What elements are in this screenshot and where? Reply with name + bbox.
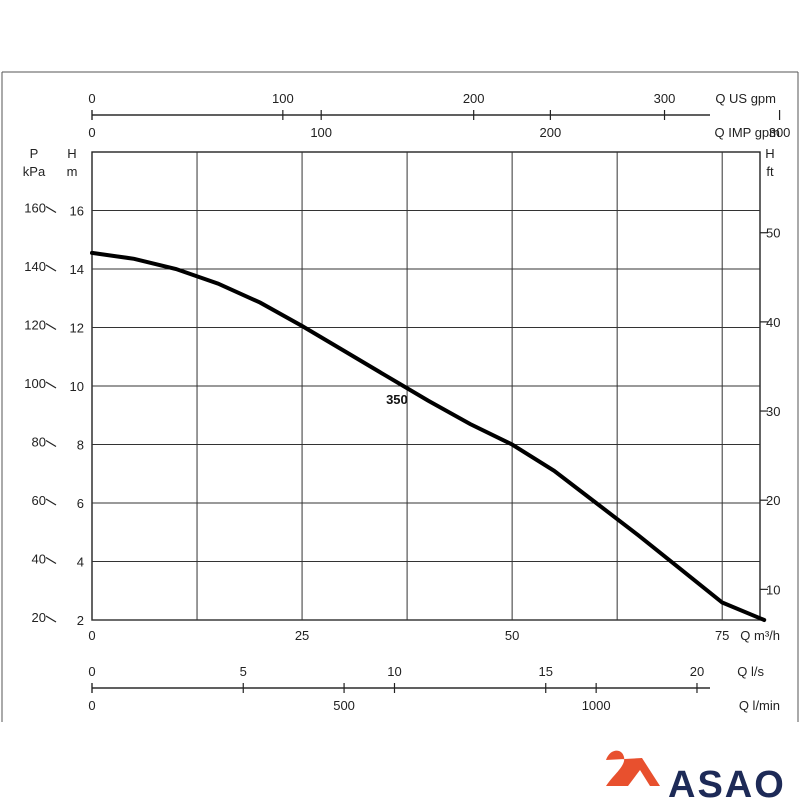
tick-mark-kpa xyxy=(45,264,57,272)
data-point xyxy=(679,568,681,570)
tick-label-h-m: 6 xyxy=(77,496,84,511)
chart-frame xyxy=(1,71,799,722)
tick-label-m3h: 0 xyxy=(88,628,95,643)
logo-mark-icon xyxy=(606,750,660,786)
tick-label-h-m: 4 xyxy=(77,555,84,570)
axis-imp-gpm-tick-label: 0 xyxy=(88,125,95,140)
axis-title-ft: ft xyxy=(766,164,774,179)
tick-label-ft: 10 xyxy=(766,582,780,597)
data-point xyxy=(217,282,219,285)
tick-mark-kpa xyxy=(45,615,57,623)
axis-title-m: m xyxy=(67,164,78,179)
tick-label-p-kpa: 80 xyxy=(32,435,46,450)
axis-l-per-s-unit: Q l/s xyxy=(737,664,764,679)
tick-mark-kpa xyxy=(45,381,57,389)
series-layer xyxy=(90,250,767,622)
tick-label-p-kpa: 40 xyxy=(32,552,46,567)
axis-us-gpm-tick-label: 100 xyxy=(272,91,294,106)
axes xyxy=(45,110,781,693)
tick-mark-kpa xyxy=(45,205,57,214)
tick-label-p-kpa: 120 xyxy=(24,318,46,333)
tick-label-ft: 40 xyxy=(766,315,780,330)
grid xyxy=(91,151,761,621)
brand-logo: ASAO xyxy=(606,750,786,800)
data-point xyxy=(175,268,177,270)
tick-label-h-m: 10 xyxy=(70,379,84,394)
tick-label-ft: 50 xyxy=(766,226,780,241)
tick-mark-kpa xyxy=(45,322,57,331)
axis-l-per-min-unit: Q l/min xyxy=(739,698,780,713)
tick-label-m3h: 75 xyxy=(715,628,729,643)
data-point xyxy=(637,534,639,536)
axis-us-gpm-tick-label: 0 xyxy=(88,91,95,106)
axis-l-per-s-tick-label: 20 xyxy=(690,664,704,679)
data-point xyxy=(553,470,555,472)
data-point xyxy=(427,399,429,402)
tick-label-m3h: 25 xyxy=(295,628,309,643)
axis-title-h-right: H xyxy=(765,146,774,161)
axis-us-gpm-unit: Q US gpm xyxy=(715,91,776,106)
tick-label-h-m: 12 xyxy=(70,321,84,336)
axis-l-per-s-tick-label: 5 xyxy=(240,664,247,679)
data-point xyxy=(469,423,471,425)
tick-mark-kpa xyxy=(45,498,57,506)
axis-title-p: P xyxy=(30,146,39,161)
data-point xyxy=(511,443,513,446)
data-point xyxy=(259,301,261,304)
axis-title-kpa: kPa xyxy=(23,164,46,179)
axis-imp-gpm-tick-label: 100 xyxy=(310,125,332,140)
axis-l-per-min-tick-label: 0 xyxy=(88,698,95,713)
tick-label-h-m: 2 xyxy=(77,613,84,628)
tick-label-ft: 20 xyxy=(766,493,780,508)
tick-labels: 24681012141620406080100120140160PkPaHm10… xyxy=(23,91,791,713)
data-point xyxy=(343,350,345,352)
data-point xyxy=(595,502,597,504)
tick-label-p-kpa: 140 xyxy=(24,259,46,274)
brand-name: ASAO xyxy=(668,764,786,800)
data-point xyxy=(721,601,723,604)
axis-l-per-min-tick-label: 1000 xyxy=(582,698,611,713)
data-point xyxy=(133,257,135,260)
tick-label-p-kpa: 100 xyxy=(24,376,46,391)
tick-label-m3h: 50 xyxy=(505,628,519,643)
axis-l-per-s-tick-label: 10 xyxy=(387,664,401,679)
data-point xyxy=(91,252,93,254)
axis-l-per-min-tick-label: 500 xyxy=(333,698,355,713)
axis-title-h: H xyxy=(67,146,76,161)
tick-label-p-kpa: 20 xyxy=(32,610,46,625)
axis-us-gpm-tick-label: 300 xyxy=(654,91,676,106)
curve-label-350: 350 xyxy=(386,392,408,407)
tick-label-p-kpa: 160 xyxy=(24,201,46,216)
data-point xyxy=(763,619,766,621)
data-point xyxy=(385,374,387,377)
tick-label-p-kpa: 60 xyxy=(32,493,46,508)
axis-imp-gpm-tick-label: 200 xyxy=(540,125,562,140)
tick-label-h-m: 16 xyxy=(70,204,84,219)
tick-label-h-m: 8 xyxy=(77,438,84,453)
axis-imp-gpm-tick-label: 300 xyxy=(769,125,791,140)
axis-l-per-s-tick-label: 15 xyxy=(539,664,553,679)
axis-imp-gpm-unit: Q IMP gpm xyxy=(714,125,780,140)
tick-mark-kpa xyxy=(45,556,57,565)
data-point xyxy=(301,325,303,327)
axis-l-per-s-tick-label: 0 xyxy=(88,664,95,679)
series-line-350 xyxy=(90,250,767,622)
tick-label-h-m: 14 xyxy=(70,262,84,277)
axis-unit-m3h: Q m³/h xyxy=(740,628,780,643)
tick-label-ft: 30 xyxy=(766,404,780,419)
axis-us-gpm-tick-label: 200 xyxy=(463,91,485,106)
tick-mark-kpa xyxy=(45,439,57,448)
